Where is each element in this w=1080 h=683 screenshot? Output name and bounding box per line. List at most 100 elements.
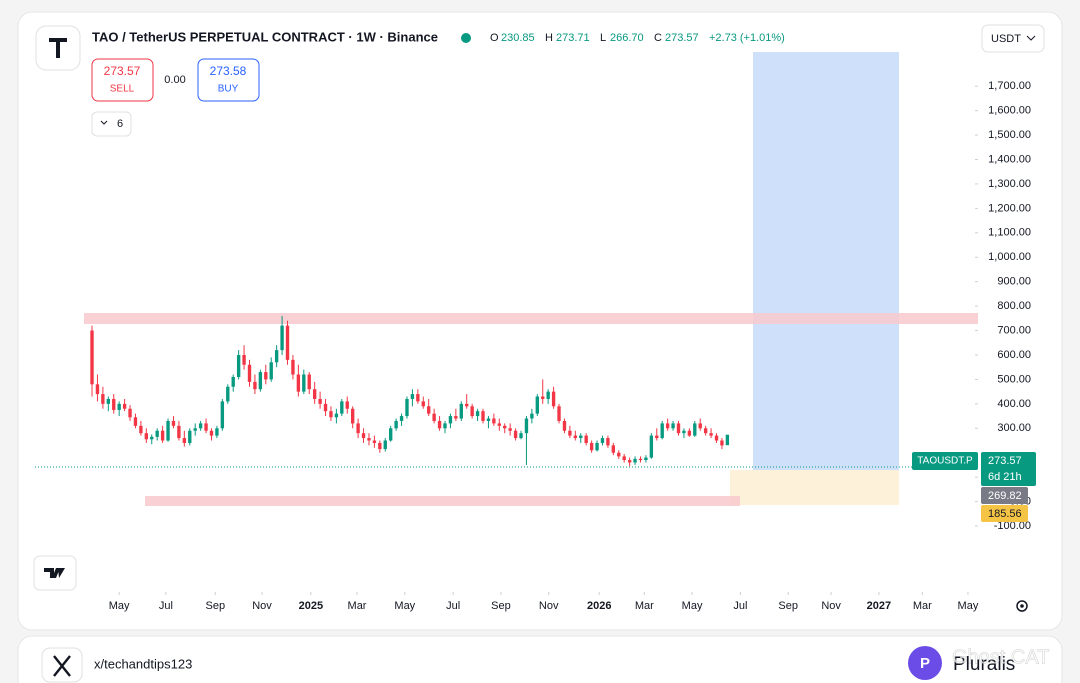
candle-body [714, 435, 719, 441]
indicators-toggle[interactable]: 6 [91, 111, 132, 137]
candle-body [334, 413, 339, 418]
candle-body [568, 430, 572, 436]
candle-body [226, 386, 230, 402]
gear[interactable] [1016, 600, 1028, 612]
candle-body [112, 398, 116, 410]
candle-body [432, 413, 436, 421]
x-tick-label: Mar [913, 600, 932, 612]
logo-glyph [49, 38, 67, 58]
candle-body [633, 458, 637, 463]
candle-body [703, 428, 708, 434]
h-label: H [545, 32, 553, 44]
y-tick-label: 1,100.00 [988, 227, 1031, 239]
y-tick-label: 700.00 [997, 324, 1031, 336]
candle-body [378, 442, 382, 450]
indicators-box[interactable] [91, 111, 132, 137]
candle-body [470, 406, 474, 417]
buy-price[interactable]: 273.58 [210, 64, 247, 78]
candle-body [655, 435, 659, 439]
candle-body [693, 423, 697, 436]
x-tick-label: Jul [733, 600, 747, 612]
candle-body [486, 418, 491, 421]
x-tick-label: May [682, 600, 703, 612]
sell-button[interactable]: 273.57 SELL [91, 58, 154, 102]
sell-price[interactable]: 273.57 [104, 64, 141, 78]
candle-body [285, 325, 290, 360]
candle-body [372, 440, 377, 443]
candle-body [644, 457, 648, 461]
y-tick-label: 1,300.00 [988, 178, 1031, 190]
buy-button[interactable]: 273.58 BUY [197, 58, 260, 102]
candle-body [253, 381, 257, 390]
candle-body [600, 438, 605, 443]
candle-body [171, 420, 176, 426]
buy-box[interactable] [197, 58, 260, 102]
x-tick-label: 2025 [299, 600, 323, 612]
candle-body [405, 398, 409, 417]
candle-body [551, 391, 556, 407]
candle-body [280, 325, 284, 351]
candle-body [389, 428, 393, 441]
candle-body [247, 364, 252, 382]
candle-body [519, 433, 523, 439]
candle-body [329, 411, 333, 418]
candle-body [513, 430, 518, 439]
settings[interactable] [1016, 600, 1028, 612]
candle-body [198, 423, 203, 429]
chevron [100, 120, 108, 125]
brand-mark: P [920, 655, 930, 672]
candle-body [627, 460, 632, 463]
x-tick-label: May [394, 600, 415, 612]
y-tick-label: 500.00 [997, 373, 1031, 385]
candle-body [166, 420, 170, 441]
candle-body [557, 406, 561, 421]
candle-body [682, 430, 686, 434]
x-tick-label: Nov [821, 600, 841, 612]
candle-body [361, 433, 366, 439]
brand-logo [908, 646, 942, 680]
candle-body [720, 440, 724, 446]
candle-body [215, 428, 219, 436]
c-label: C [654, 32, 662, 44]
indicators-count[interactable]: 6 [117, 118, 123, 130]
candle-body [236, 354, 241, 377]
candle-body [220, 401, 225, 429]
candle-body [465, 403, 469, 407]
candle-body [302, 374, 306, 392]
candle-body [383, 440, 387, 450]
candle-body [492, 418, 496, 424]
x-tick-label: 2027 [867, 600, 891, 612]
y-tick-label: 1,200.00 [988, 202, 1031, 214]
x-tick-label: Mar [348, 600, 367, 612]
candle-body [475, 411, 480, 417]
buy-label[interactable]: BUY [218, 84, 239, 95]
x-tick-label: Sep [491, 600, 511, 612]
candle-body [535, 396, 539, 414]
candle-body [427, 406, 431, 414]
spread: 0.00 [164, 74, 185, 86]
candle-body [660, 423, 664, 439]
sell-box[interactable] [91, 58, 154, 102]
symbol-tag [912, 452, 978, 470]
countdown: 6d 21h [988, 471, 1022, 483]
level-tag [981, 487, 1028, 504]
candle-body [443, 423, 447, 429]
candle-body [698, 423, 702, 429]
currency-box[interactable] [981, 24, 1045, 53]
y-tick-label: -100.00 [994, 520, 1031, 532]
candle-body [150, 436, 154, 440]
candle-body [139, 425, 143, 434]
candle-body [296, 374, 301, 392]
candle-body [448, 416, 453, 424]
candle-body [177, 425, 181, 439]
candle-body [340, 401, 344, 414]
sell-label[interactable]: SELL [110, 84, 135, 95]
candle-body [345, 401, 349, 409]
handle: x/techandtips123 [94, 656, 192, 671]
target-zone [753, 52, 899, 470]
candle-body [144, 433, 149, 440]
currency-select[interactable]: USDT [981, 24, 1045, 53]
currency[interactable]: USDT [991, 33, 1021, 45]
candle-body [437, 420, 442, 429]
candle-body [503, 425, 507, 429]
